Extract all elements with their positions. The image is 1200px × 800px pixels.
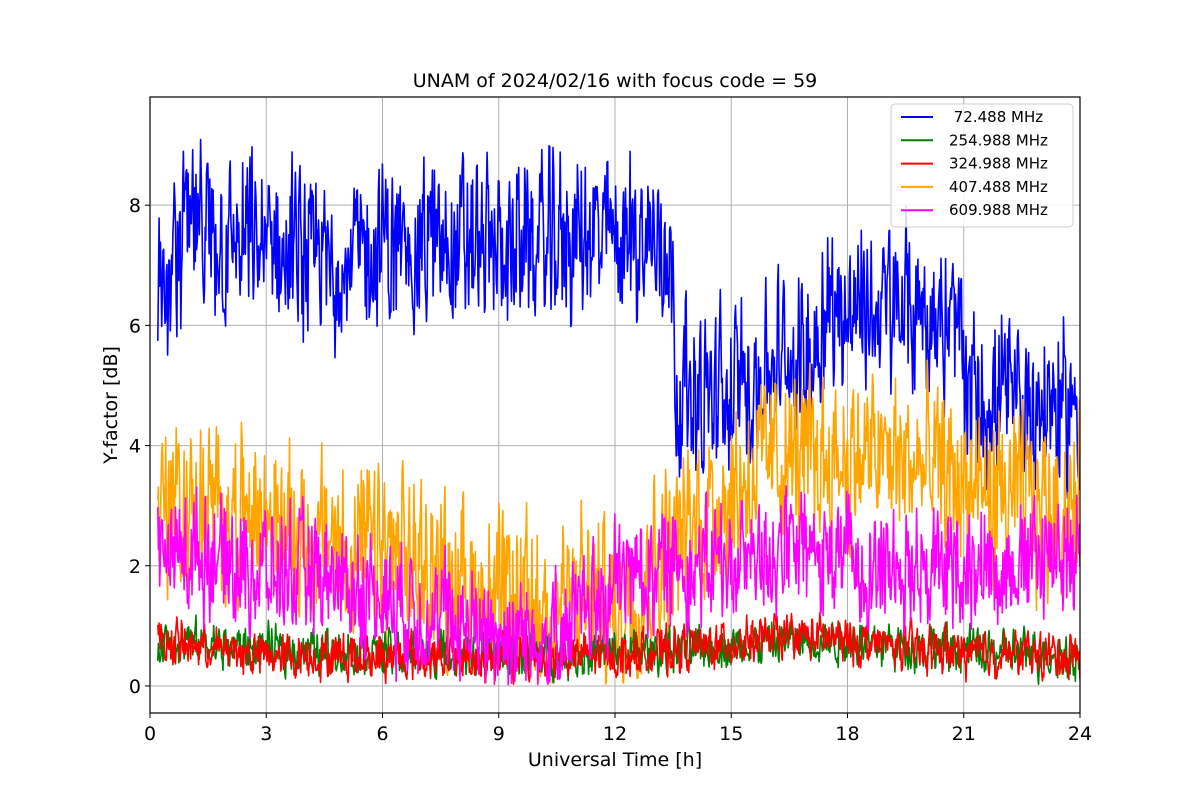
x-tick-label: 18: [835, 723, 859, 745]
y-tick-label: 8: [129, 195, 141, 217]
y-tick-label: 2: [129, 556, 141, 578]
chart-title: UNAM of 2024/02/16 with focus code = 59: [413, 70, 818, 92]
legend-label: 324.988 MHz: [949, 155, 1048, 173]
legend-label: 254.988 MHz: [949, 131, 1048, 149]
legend-box: [890, 103, 1074, 228]
x-tick-label: 12: [603, 723, 627, 745]
y-axis-label: Y-factor [dB]: [100, 346, 122, 465]
x-tick-label: 3: [260, 723, 272, 745]
plot-area: [157, 138, 1080, 686]
legend-label: 609.988 MHz: [949, 201, 1048, 219]
x-axis-label: Universal Time [h]: [528, 749, 702, 771]
x-tick-label: 24: [1068, 723, 1092, 745]
legend-label: 407.488 MHz: [949, 178, 1048, 196]
x-tick-label: 6: [376, 723, 388, 745]
legend-label: 72.488 MHz: [949, 108, 1043, 126]
series-line: [157, 485, 1080, 686]
x-tick-label: 21: [952, 723, 976, 745]
y-tick-label: 6: [129, 315, 141, 337]
series-line: [157, 612, 1080, 685]
x-tick-label: 0: [144, 723, 156, 745]
legend: 72.488 MHz 254.988 MHz 324.988 MHz 407.488 …: [890, 103, 1074, 228]
x-tick-label: 9: [493, 723, 505, 745]
x-tick-label: 15: [719, 723, 743, 745]
y-tick-label: 4: [129, 436, 141, 458]
y-tick-label: 0: [129, 676, 141, 698]
